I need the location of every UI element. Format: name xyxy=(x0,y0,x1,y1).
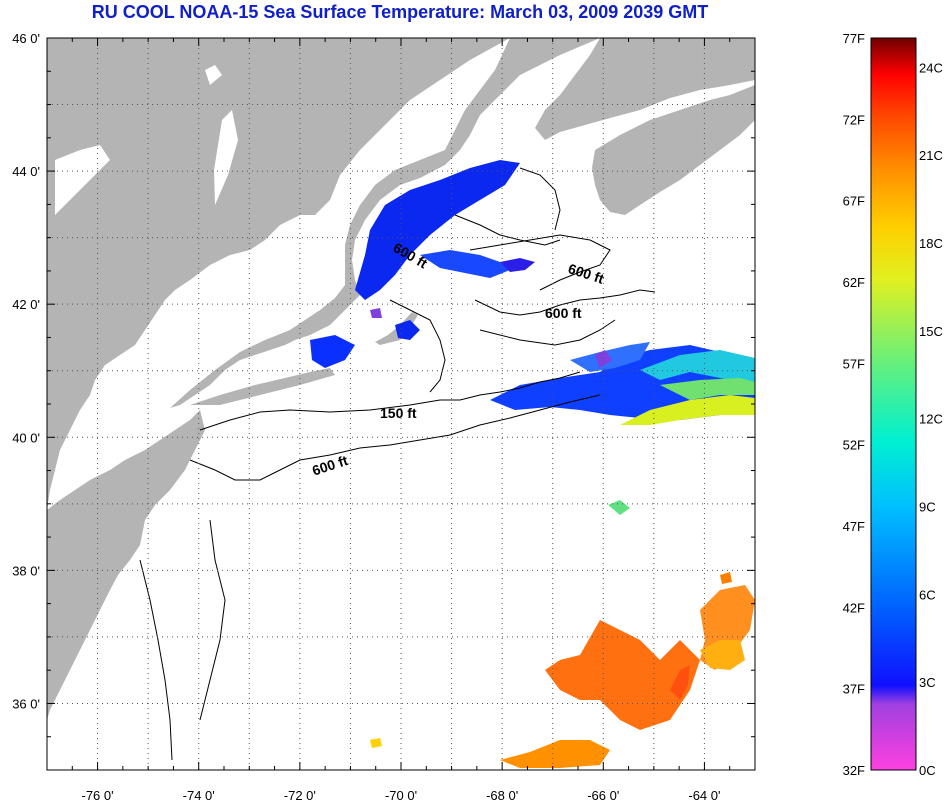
colorbar-c-label: 9C xyxy=(919,499,936,514)
lake-patch xyxy=(214,110,238,205)
lon-label: -70 0' xyxy=(385,788,417,803)
lat-label: 44 0' xyxy=(12,164,40,179)
colorbar-c-label: 6C xyxy=(919,587,936,602)
colorbar-c-label: 18C xyxy=(919,236,943,251)
colorbar xyxy=(870,37,917,771)
lat-label: 36 0' xyxy=(12,696,40,711)
map-title: RU COOL NOAA-15 Sea Surface Temperature:… xyxy=(91,2,709,22)
mid-atlantic-coast xyxy=(47,410,205,720)
lat-label: 38 0' xyxy=(12,563,40,578)
lon-label: -64 0' xyxy=(688,788,720,803)
colorbar-f-label: 32F xyxy=(843,763,865,778)
colorbar-c-label: 15C xyxy=(919,324,943,339)
new-brunswick xyxy=(535,38,755,140)
contour-label: 600 ft xyxy=(545,305,582,321)
lat-label: 46 0' xyxy=(12,31,40,46)
colorbar-f-label: 37F xyxy=(843,682,865,697)
latitude-labels: 46 0' 44 0' 42 0' 40 0' 38 0' 36 0' xyxy=(12,31,40,711)
axis-ticks xyxy=(46,37,756,771)
lat-label: 40 0' xyxy=(12,430,40,445)
us-mainland xyxy=(47,38,510,510)
bathymetry-contours xyxy=(139,167,656,761)
colorbar-c-label: 24C xyxy=(919,60,943,75)
colorbar-f-label: 47F xyxy=(843,519,865,534)
lat-label: 42 0' xyxy=(12,297,40,312)
colorbar-f-label: 67F xyxy=(843,194,865,209)
colorbar-f-label: 57F xyxy=(843,356,865,371)
lon-label: -72 0' xyxy=(284,788,316,803)
colorbar-f-label: 72F xyxy=(843,112,865,127)
colorbar-fahrenheit-labels: 77F 72F 67F 62F 57F 52F 47F 42F 37F 32F xyxy=(843,31,865,778)
contour-label: 150 ft xyxy=(380,405,417,421)
colorbar-f-label: 77F xyxy=(843,31,865,46)
lon-label: -74 0' xyxy=(183,788,215,803)
long-island xyxy=(190,368,335,405)
colorbar-c-label: 12C xyxy=(919,412,943,427)
longitude-labels: -76 0' -74 0' -72 0' -70 0' -68 0' -66 0' -64 … xyxy=(82,788,721,803)
colorbar-celsius-labels: 24C 21C 18C 15C 12C 9C 6C 3C 0C xyxy=(919,60,943,778)
nova-scotia xyxy=(592,85,755,215)
lon-label: -76 0' xyxy=(82,788,114,803)
lake-patch xyxy=(205,65,222,85)
sst-data xyxy=(310,160,755,768)
lon-label: -68 0' xyxy=(486,788,518,803)
colorbar-f-label: 42F xyxy=(843,600,865,615)
colorbar-f-label: 52F xyxy=(843,438,865,453)
grid-lines xyxy=(47,38,755,770)
lake-patch xyxy=(55,145,110,215)
colorbar-c-label: 0C xyxy=(919,763,936,778)
colorbar-c-label: 21C xyxy=(919,148,943,163)
lon-label: -66 0' xyxy=(587,788,619,803)
colorbar-f-label: 62F xyxy=(843,275,865,290)
colorbar-c-label: 3C xyxy=(919,675,936,690)
